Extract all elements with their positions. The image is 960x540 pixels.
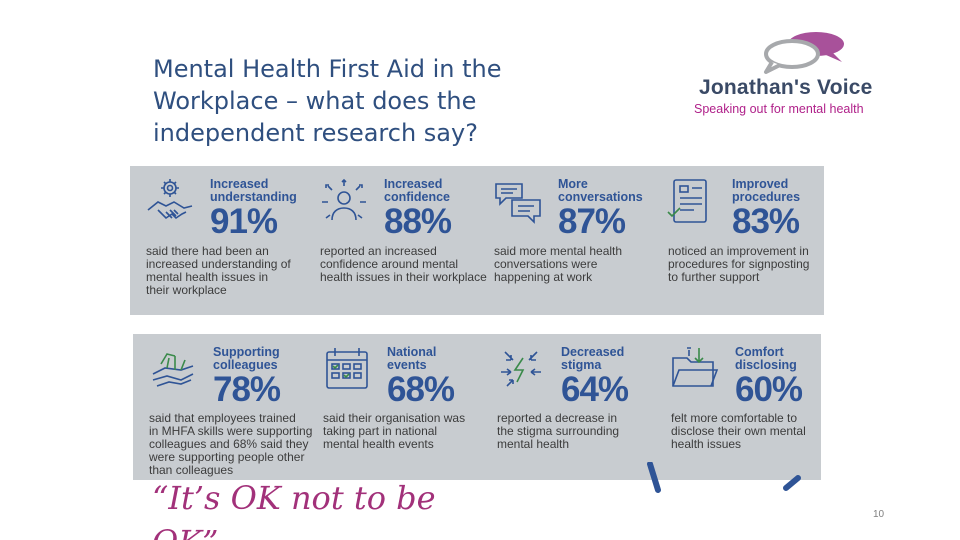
stat-heading: Supporting colleagues bbox=[213, 345, 280, 372]
confident-person-icon bbox=[322, 178, 366, 221]
gear-handshake-icon bbox=[147, 179, 193, 220]
stat-procedures: Improved procedures 83% noticed an impro… bbox=[652, 166, 824, 306]
decorative-shape bbox=[783, 475, 801, 491]
stat-heading: National events bbox=[387, 345, 437, 372]
stat-heading: Comfort disclosing bbox=[735, 345, 797, 372]
stat-heading: Decreased stigma bbox=[561, 345, 625, 372]
stat-national-events: National events 68% said their organisat… bbox=[307, 334, 479, 474]
speech-bubbles-icon bbox=[495, 183, 541, 224]
title-line: independent research say? bbox=[153, 119, 478, 147]
stat-percent: 87% bbox=[558, 202, 626, 241]
stat-decreased-stigma: Decreased stigma 64% reported a decrease… bbox=[481, 334, 653, 474]
stat-percent: 60% bbox=[735, 370, 803, 409]
slide-title: Mental Health First Aid in the Workplace… bbox=[153, 53, 593, 149]
stat-confidence: Increased confidence 88% reported an inc… bbox=[304, 166, 487, 306]
stat-heading: More conversations bbox=[558, 177, 643, 204]
stat-description: said more mental health conversations we… bbox=[494, 244, 623, 284]
stat-heading: Improved procedures bbox=[732, 177, 801, 204]
jonathans-voice-logo: Jonathan's Voice Speaking out for mental… bbox=[688, 30, 898, 120]
stat-percent: 68% bbox=[387, 370, 455, 409]
stat-description: said their organisation was taking part … bbox=[323, 411, 466, 451]
stat-heading: Increased confidence bbox=[384, 177, 450, 204]
stat-comfort-disclosing: Comfort disclosing 60% felt more comfort… bbox=[655, 334, 827, 474]
title-line: Workplace – what does the bbox=[153, 87, 477, 115]
logo-tagline: Speaking out for mental health bbox=[694, 102, 864, 116]
stat-description: said that employees trained in MHFA skil… bbox=[149, 411, 313, 477]
lightning-arrows-icon bbox=[501, 351, 541, 387]
stat-percent: 78% bbox=[213, 370, 281, 409]
stat-conversations: More conversations 87% said more mental … bbox=[478, 166, 650, 306]
title-line: Mental Health First Aid in the bbox=[153, 55, 502, 83]
stat-description: reported an increased confidence around … bbox=[320, 244, 487, 284]
page-number: 10 bbox=[873, 509, 885, 520]
stats-panel-row2: Supporting colleagues 78% said that empl… bbox=[133, 334, 821, 480]
stat-percent: 83% bbox=[732, 202, 800, 241]
stat-percent: 64% bbox=[561, 370, 629, 409]
speech-bubbles-logo-icon bbox=[764, 32, 844, 74]
stat-description: said there had been an increased underst… bbox=[146, 244, 291, 297]
stat-description: reported a decrease in the stigma surrou… bbox=[497, 411, 620, 451]
calendar-icon bbox=[326, 348, 368, 389]
stat-heading: Increased understanding bbox=[210, 177, 297, 204]
stat-understanding: Increased understanding 91% said there h… bbox=[130, 166, 302, 306]
stat-percent: 91% bbox=[210, 202, 278, 241]
document-checklist-icon bbox=[667, 179, 707, 223]
logo-name: Jonathan's Voice bbox=[699, 76, 873, 99]
quote-text: “It’s OK not to be OK” bbox=[152, 479, 436, 540]
open-folder-icon bbox=[672, 347, 719, 387]
stat-supporting-colleagues: Supporting colleagues 78% said that empl… bbox=[133, 334, 312, 477]
stat-description: noticed an improvement in procedures for… bbox=[668, 244, 810, 284]
decorative-shape bbox=[647, 462, 661, 493]
stat-percent: 88% bbox=[384, 202, 452, 241]
stats-panel-row1: Increased understanding 91% said there h… bbox=[130, 166, 824, 315]
stat-description: felt more comfortable to disclose their … bbox=[671, 411, 806, 451]
stacked-hands-icon bbox=[152, 353, 194, 387]
